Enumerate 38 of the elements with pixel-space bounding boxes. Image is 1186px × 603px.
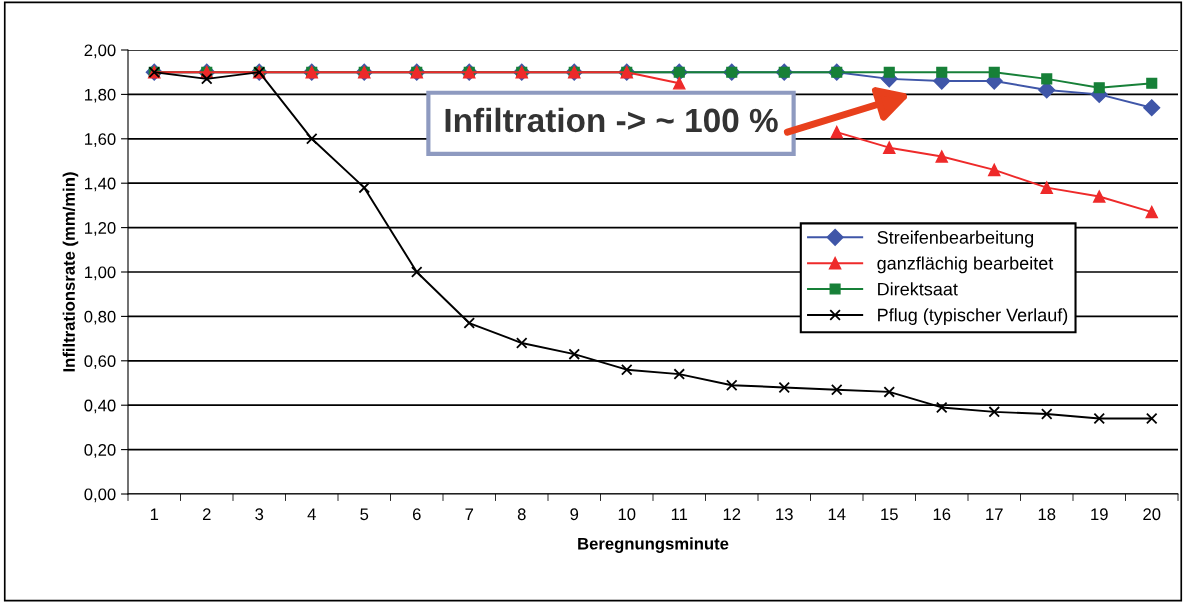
y-tick-label: 0,40 [84,399,116,414]
x-tick-label: 10 [618,508,636,521]
x-tick-label: 5 [360,508,369,521]
y-tick-label: 0,20 [84,444,116,458]
y-tick-label: 1,20 [85,222,116,236]
x-tick-label: 7 [465,508,474,520]
x-tick-label: 3 [255,508,264,521]
x-tick-label: 16 [933,508,951,521]
x-tick-label: 4 [307,508,316,520]
legend-label: Direktsaat [878,282,958,296]
x-tick-label: 9 [570,508,579,521]
legend-label: Pflug (typischer Verlauf) [878,308,1068,325]
y-tick-label: 0,60 [84,355,116,369]
x-tick-label: 1 [150,508,159,520]
x-tick-label: 2 [202,508,211,520]
x-tick-label: 12 [723,508,741,520]
y-tick-label: 1,60 [85,133,116,147]
y-tick-label: 1,80 [85,88,116,103]
y-axis-title: Infiltrationsrate (mm/min) [62,172,79,372]
x-tick-label: 18 [1038,508,1056,521]
legend-label: Streifenbearbeitung [877,230,1034,248]
y-tick-label: 1,00 [85,266,116,281]
x-tick-label: 17 [986,508,1003,520]
y-tick-label: 2,00 [84,44,116,59]
legend-label: ganzflächig bearbeitet [877,256,1054,274]
x-tick-label: 8 [517,508,526,521]
x-tick-label: 13 [776,508,793,521]
x-tick-label: 11 [671,508,688,520]
x-tick-label: 6 [412,508,421,521]
annotation: Infiltration -> ~ 100 % [445,107,778,133]
x-tick-label: 14 [828,508,846,520]
y-tick-label: 1,40 [85,177,116,192]
x-tick-label: 15 [881,508,898,521]
x-axis-title: Beregnungsminute [578,537,729,553]
y-tick-label: 0,00 [84,488,116,503]
x-tick-label: 19 [1091,508,1108,521]
x-tick-label: 20 [1143,508,1161,521]
y-tick-label: 0,80 [84,310,116,325]
